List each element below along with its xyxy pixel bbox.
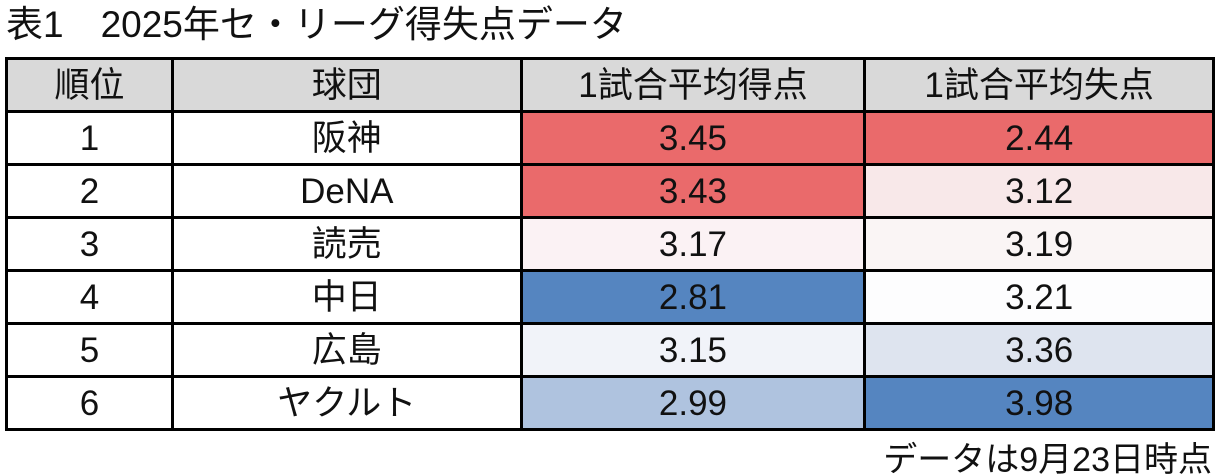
allowed-cell: 2.44 (866, 113, 1212, 163)
team-cell: DeNA (173, 166, 520, 216)
data-asof-note: データは9月23日時点 (883, 441, 1212, 476)
data-table: 順位 球団 1試合平均得点 1試合平均失点 1 阪神 3.45 2.44 2 D… (5, 57, 1215, 431)
scored-cell: 3.43 (522, 166, 864, 216)
team-cell: 中日 (173, 272, 520, 322)
team-cell: ヤクルト (173, 378, 520, 428)
allowed-cell: 3.21 (866, 272, 1212, 322)
rank-cell: 1 (8, 113, 171, 163)
allowed-cell: 3.19 (866, 219, 1212, 269)
header-rank: 順位 (8, 60, 171, 110)
table-title: 表1 2025年セ・リーグ得失点データ (6, 4, 627, 45)
scored-cell: 3.15 (522, 325, 864, 375)
allowed-cell: 3.98 (866, 378, 1212, 428)
rank-cell: 3 (8, 219, 171, 269)
scored-cell: 3.45 (522, 113, 864, 163)
scored-cell: 2.81 (522, 272, 864, 322)
header-allowed: 1試合平均失点 (866, 60, 1212, 110)
scored-cell: 3.17 (522, 219, 864, 269)
header-scored: 1試合平均得点 (522, 60, 864, 110)
team-cell: 広島 (173, 325, 520, 375)
scored-cell: 2.99 (522, 378, 864, 428)
rank-cell: 6 (8, 378, 171, 428)
rank-cell: 2 (8, 166, 171, 216)
team-cell: 読売 (173, 219, 520, 269)
team-cell: 阪神 (173, 113, 520, 163)
rank-cell: 5 (8, 325, 171, 375)
allowed-cell: 3.12 (866, 166, 1212, 216)
allowed-cell: 3.36 (866, 325, 1212, 375)
rank-cell: 4 (8, 272, 171, 322)
header-team: 球団 (173, 60, 520, 110)
